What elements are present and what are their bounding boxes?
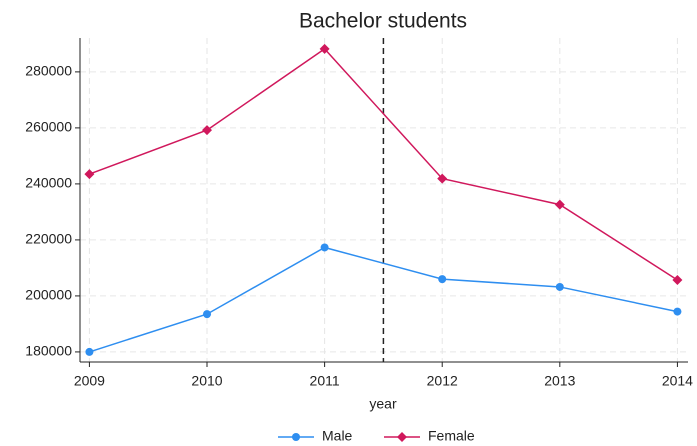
marker	[203, 310, 212, 319]
x-tick-label: 2012	[427, 373, 458, 389]
marker	[437, 173, 448, 184]
y-tick-label: 260000	[25, 119, 72, 135]
x-tick-label: 2009	[74, 373, 105, 389]
x-tick-label: 2011	[310, 373, 340, 389]
marker	[320, 243, 329, 252]
series-line	[89, 47, 678, 281]
y-tick-label: 240000	[25, 175, 72, 191]
y-tick-label: 280000	[25, 63, 72, 79]
marker	[555, 282, 564, 291]
series-line	[89, 246, 678, 353]
marker	[319, 43, 330, 54]
x-tick-label: 2014	[662, 373, 693, 389]
y-tick-label: 220000	[25, 231, 72, 247]
y-tick-label: 200000	[25, 287, 72, 303]
marker	[673, 307, 682, 316]
y-tick-label: 180000	[25, 343, 72, 359]
marker	[202, 125, 213, 136]
x-axis-label: year	[369, 396, 397, 412]
chart-title: Bachelor students	[299, 10, 467, 33]
legend-label: Female	[428, 428, 475, 444]
x-tick-label: 2013	[544, 373, 575, 389]
x-tick-label: 2010	[191, 373, 222, 389]
marker	[397, 432, 407, 442]
marker	[554, 199, 565, 210]
marker	[85, 347, 94, 356]
legend-label: Male	[322, 428, 353, 444]
marker	[672, 274, 683, 285]
marker	[438, 275, 447, 284]
marker	[292, 433, 300, 441]
marker	[84, 169, 95, 180]
